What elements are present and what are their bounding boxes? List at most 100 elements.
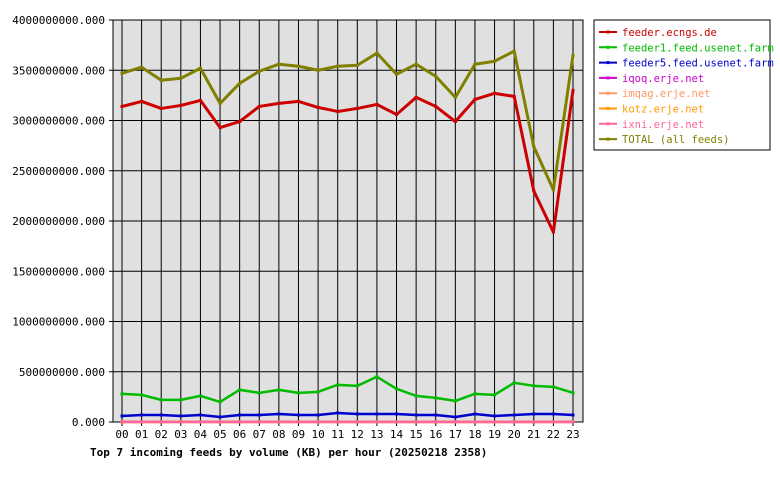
data-point (414, 394, 418, 398)
x-tick-label: 06 (233, 428, 246, 441)
data-point (179, 420, 183, 424)
data-point (159, 106, 163, 110)
x-tick-label: 23 (566, 428, 579, 441)
data-point (355, 106, 359, 110)
x-tick-label: 16 (429, 428, 442, 441)
data-point (551, 230, 555, 234)
x-tick-label: 19 (488, 428, 501, 441)
y-tick-label: 1500000000.000 (12, 265, 105, 278)
x-tick-label: 12 (351, 428, 364, 441)
data-point (375, 375, 379, 379)
data-point (140, 393, 144, 397)
legend-label: iqoq.erje.net (622, 73, 704, 85)
data-point (159, 78, 163, 82)
x-tick-label: 17 (449, 428, 462, 441)
x-tick-label: 04 (194, 428, 208, 441)
data-point (238, 420, 242, 424)
data-point (551, 385, 555, 389)
data-point (473, 97, 477, 101)
legend-marker (606, 61, 610, 65)
data-point (257, 413, 261, 417)
data-point (336, 420, 340, 424)
legend: feeder.ecngs.de feeder1.feed.usenet.farm f… (599, 27, 774, 146)
data-point (512, 413, 516, 417)
data-point (453, 415, 457, 419)
legend-box (593, 19, 771, 151)
data-point (375, 420, 379, 424)
legend-label: imqag.erje.net (622, 88, 711, 100)
data-point (277, 412, 281, 416)
data-point (414, 413, 418, 417)
data-point (257, 69, 261, 73)
data-point (414, 420, 418, 424)
data-point (238, 388, 242, 392)
data-point (198, 413, 202, 417)
data-point (336, 411, 340, 415)
data-point (571, 413, 575, 417)
data-point (120, 414, 124, 418)
data-point (257, 391, 261, 395)
data-point (277, 101, 281, 105)
legend-marker (606, 137, 610, 141)
data-point (493, 91, 497, 95)
x-tick-label: 10 (311, 428, 324, 441)
legend-label: feeder5.feed.usenet.farm (622, 58, 774, 70)
legend-label: feeder.ecngs.de (622, 27, 717, 39)
data-point (414, 62, 418, 66)
data-point (512, 94, 516, 98)
data-point (238, 120, 242, 124)
data-point (296, 413, 300, 417)
x-tick-label: 08 (272, 428, 285, 441)
legend-marker (606, 45, 610, 49)
data-point (571, 88, 575, 92)
data-point (159, 420, 163, 424)
data-point (355, 420, 359, 424)
data-point (336, 383, 340, 387)
x-tick-label: 11 (331, 428, 344, 441)
data-point (571, 53, 575, 57)
data-point (453, 399, 457, 403)
data-point (316, 105, 320, 109)
data-point (493, 414, 497, 418)
data-point (140, 413, 144, 417)
legend-marker (606, 76, 610, 80)
legend-label: kotz.erje.net (622, 104, 704, 116)
y-tick-label: 4000000000.000 (12, 14, 105, 27)
data-point (355, 384, 359, 388)
data-point (198, 98, 202, 102)
data-point (355, 63, 359, 67)
y-axis-ticks: 0.000 500000000.000 1000000000.000 15000000… (12, 14, 113, 429)
data-point (198, 66, 202, 70)
data-point (512, 49, 516, 53)
legend-label: TOTAL (all feeds) (622, 134, 729, 146)
legend-label: ixni.erje.net (622, 119, 704, 131)
data-point (355, 412, 359, 416)
data-point (453, 95, 457, 99)
y-tick-label: 3000000000.000 (12, 115, 105, 128)
data-point (571, 420, 575, 424)
data-point (473, 62, 477, 66)
data-point (120, 71, 124, 75)
data-point (473, 392, 477, 396)
series-line-7 (121, 49, 575, 192)
data-point (473, 420, 477, 424)
x-axis-ticks: 00 01 02 03 04 05 06 07 08 09 10 11 12 13 14 15 16 17 18 19… (115, 422, 580, 441)
y-tick-label: 2500000000.000 (12, 165, 105, 178)
data-point (532, 189, 536, 193)
x-tick-label: 09 (292, 428, 305, 441)
data-point (296, 391, 300, 395)
x-tick-label: 02 (155, 428, 168, 441)
x-tick-label: 22 (547, 428, 560, 441)
data-point (198, 420, 202, 424)
data-point (375, 412, 379, 416)
data-point (395, 387, 399, 391)
y-tick-label: 3500000000.000 (12, 64, 105, 77)
y-tick-label: 0.000 (72, 416, 105, 429)
x-tick-label: 15 (410, 428, 423, 441)
data-point (296, 99, 300, 103)
data-point (179, 103, 183, 107)
data-point (375, 51, 379, 55)
data-point (140, 420, 144, 424)
data-point (493, 420, 497, 424)
data-point (512, 381, 516, 385)
